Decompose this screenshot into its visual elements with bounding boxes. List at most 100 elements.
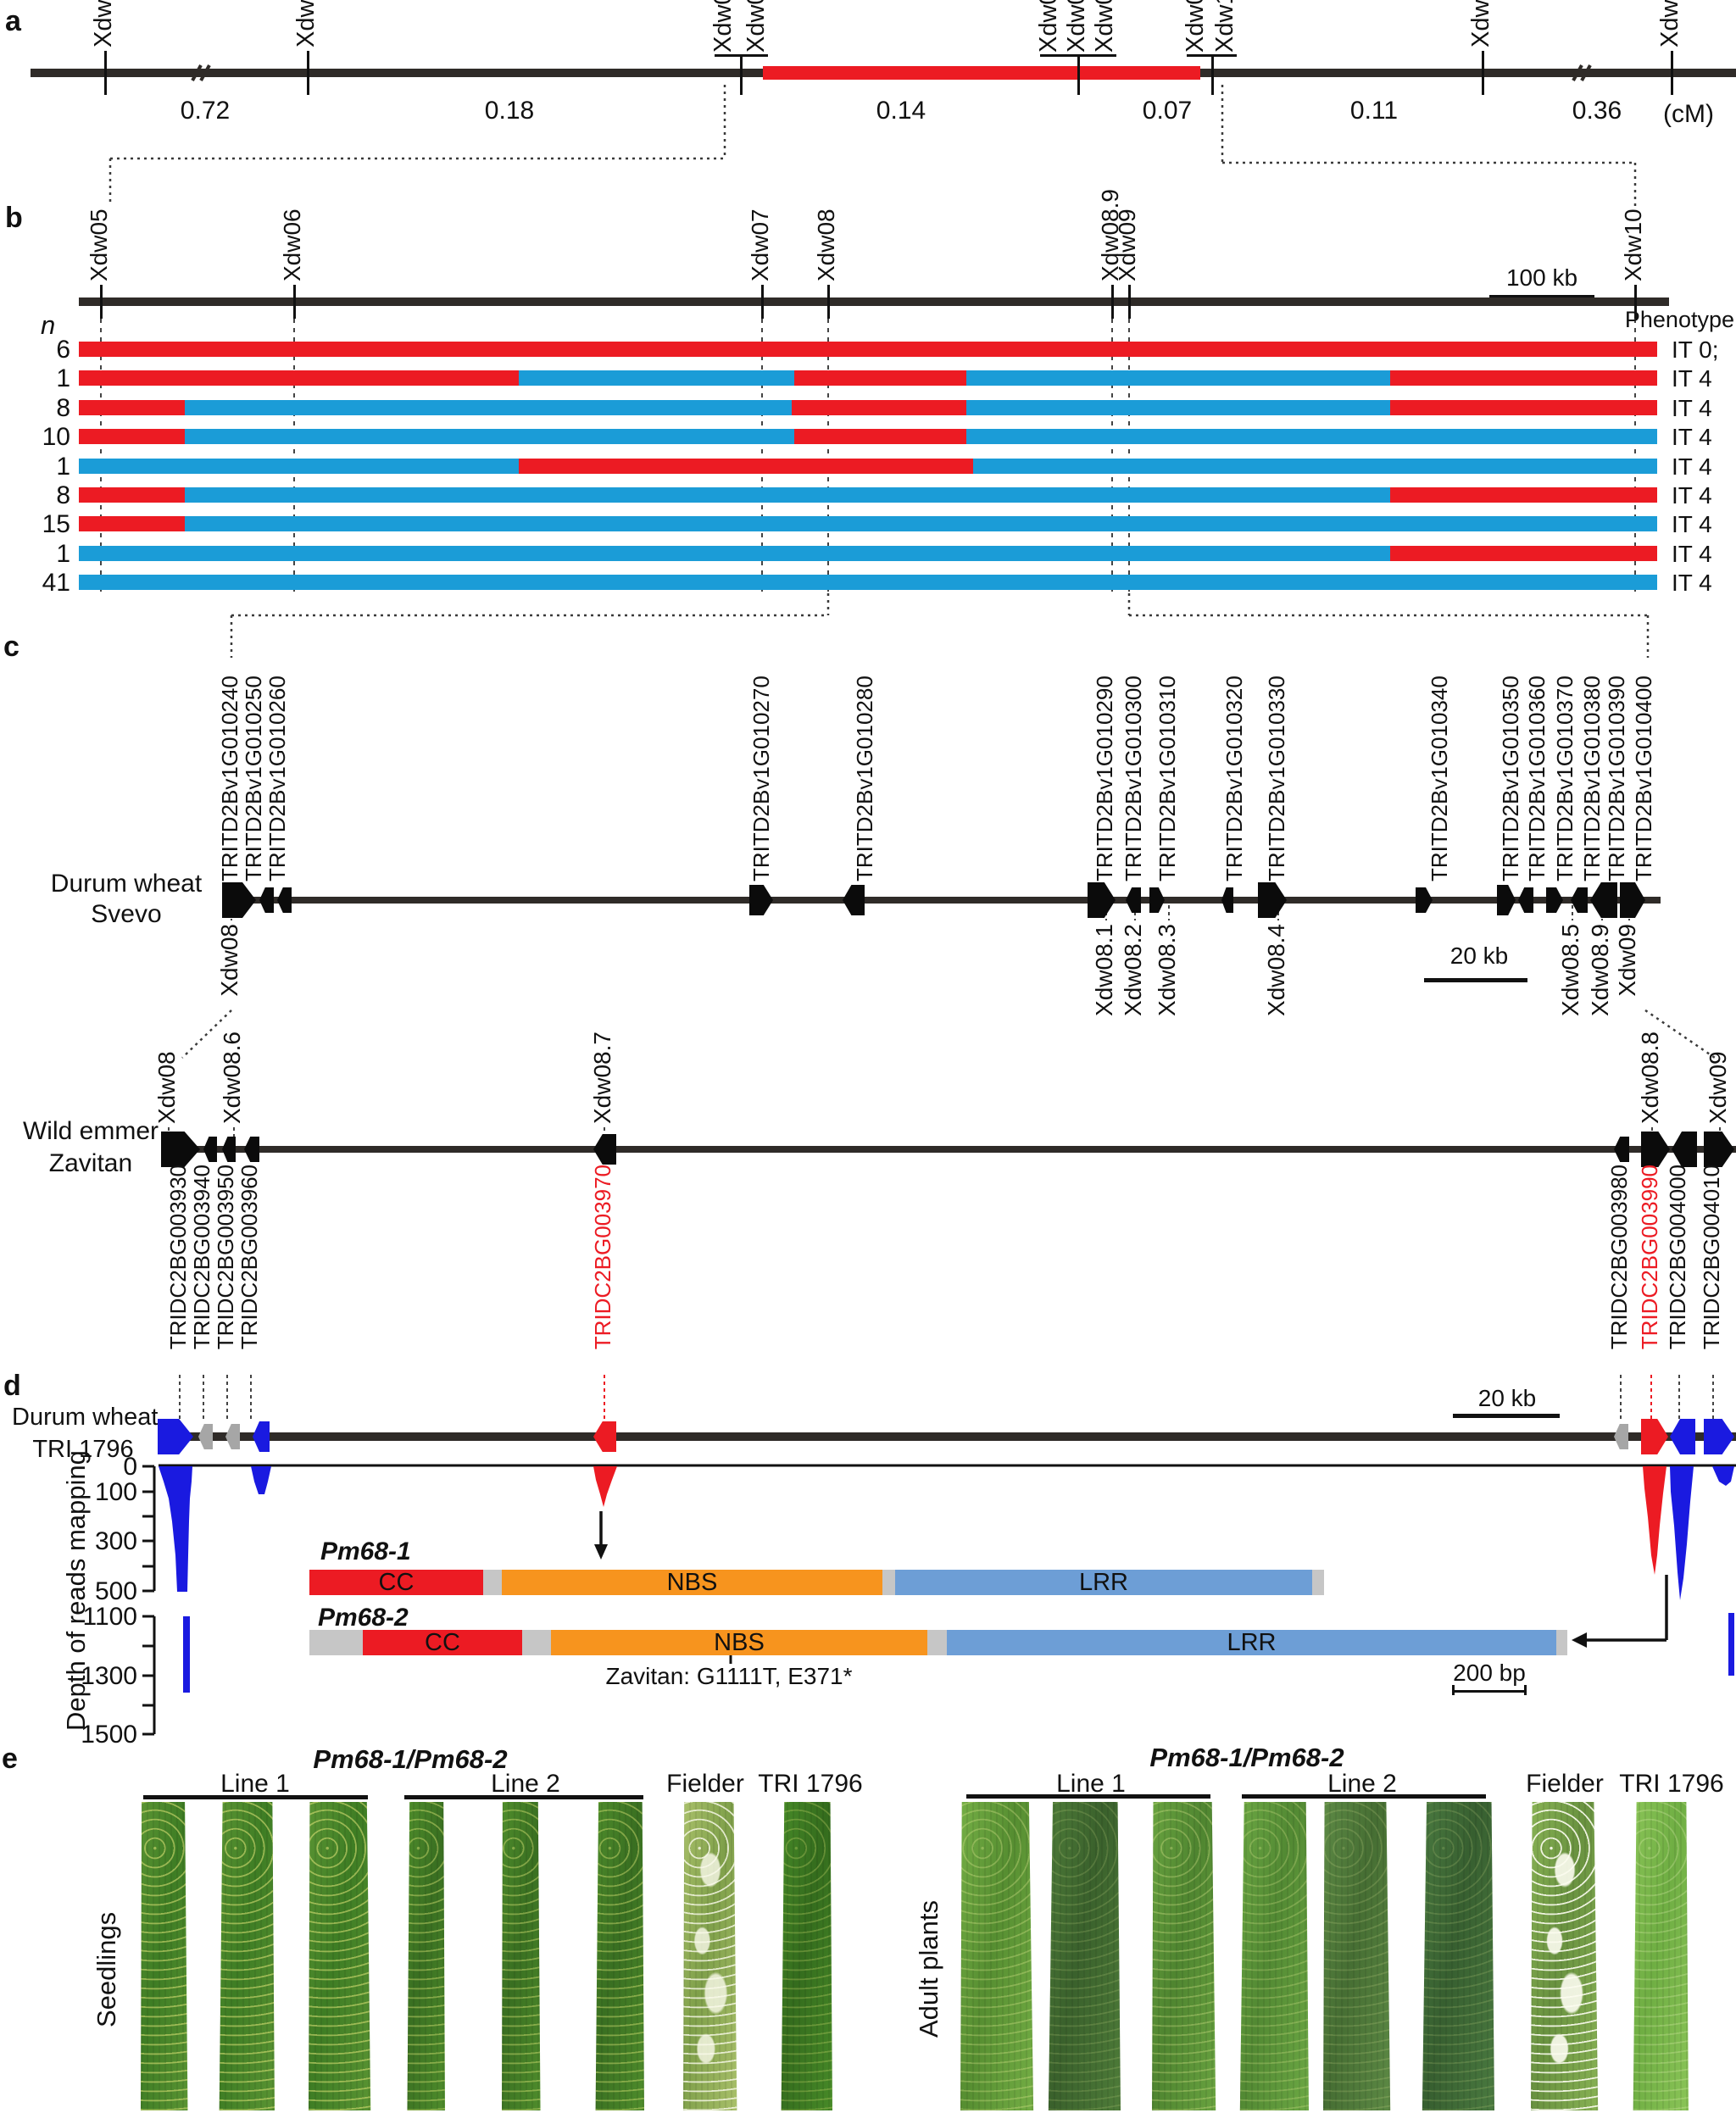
cm-distance-0.14: 0.14 [876, 97, 926, 125]
recombinant-segment [79, 370, 519, 386]
cm-distance-0.72: 0.72 [180, 97, 231, 125]
zavitan-track-line [161, 1146, 1736, 1153]
zavitan-track-label-line2: Zavitan [48, 1149, 133, 1177]
recombinant-segment [792, 399, 966, 415]
scale-bar-100kb-label: 100 kb [1505, 264, 1578, 291]
svevo-gene-label-TRITD2Bv1G010360: TRITD2Bv1G010360 [1524, 676, 1550, 881]
pm68-2-domain-linker [927, 1630, 947, 1655]
svevo-gene-label-TRITD2Bv1G010280: TRITD2Bv1G010280 [852, 676, 878, 881]
b-marker-tick-Xdw09 [1127, 285, 1131, 319]
svevo-marker-label-Xdw09: Xdw09 [1614, 924, 1641, 997]
adult-line2-underline [1242, 1794, 1486, 1799]
adult-leaf-8 [1633, 1802, 1689, 2110]
arrow-to-pm68-2-head [1572, 1632, 1587, 1648]
panel-b-label: b [5, 202, 23, 234]
marker-group-stem-1 [1077, 54, 1080, 95]
b-marker-tick-Xdw05 [99, 285, 103, 319]
adult-line2-label: Line 2 [1327, 1770, 1397, 1798]
tri1796-track-label-line1: Durum wheat [12, 1404, 159, 1431]
adult-leaf-2 [1048, 1802, 1121, 2110]
recombinant-segment [79, 399, 185, 415]
svevo-gene-label-TRITD2Bv1G010330: TRITD2Bv1G010330 [1264, 676, 1290, 881]
marker-label-Xdw08.9: Xdw08.9 [1090, 0, 1118, 53]
row-phenotype-7: IT 4 [1672, 540, 1712, 567]
recombinant-segment [966, 429, 1657, 445]
marker-tick-Xdw03 [103, 51, 107, 95]
marker-label-Xdw09: Xdw09 [1181, 0, 1209, 53]
adult-leaf-6 [1422, 1802, 1494, 2110]
scale-bar-20kb-tri-label: 20 kb [1477, 1385, 1537, 1411]
depth-peak-red-mid [593, 1466, 617, 1507]
zavitan-gene-label-TRIDC2BG003970: TRIDC2BG003970 [590, 1165, 616, 1350]
pm68-1-domain-linker [882, 1570, 895, 1595]
zavitan-marker-label-Xdw08: Xdw08 [153, 1051, 181, 1124]
seedling-leaf-2 [219, 1802, 275, 2110]
recombinant-segment [973, 458, 1657, 474]
recombinant-segment [966, 370, 1390, 386]
marker-label-Xdw07: Xdw07 [1034, 0, 1062, 53]
marker-label-Xdw08: Xdw08 [1062, 0, 1090, 53]
pm68-2-domain-linker [309, 1630, 363, 1655]
panel-e-label: e [2, 1743, 18, 1775]
seedling-leaf-1 [141, 1802, 188, 2110]
recombinant-segment [79, 458, 519, 474]
scale-bar-20kb-tri [1453, 1414, 1560, 1418]
tri1796-gene-glyph-5 [1614, 1424, 1628, 1449]
zavitan-marker-label-Xdw08.6: Xdw08.6 [219, 1031, 246, 1124]
scale-bar-200bp-label: 200 bp [1453, 1660, 1526, 1686]
svevo-gene-label-TRITD2Bv1G010240: TRITD2Bv1G010240 [217, 676, 243, 881]
recombinant-segment [79, 342, 1657, 357]
svevo-gene-glyph-TRITD2Bv1G010310 [1149, 887, 1165, 913]
tri1796-gene-glyph-2 [225, 1424, 240, 1449]
adult-leaf-4 [1239, 1802, 1309, 2110]
svevo-gene-label-TRITD2Bv1G010260: TRITD2Bv1G010260 [264, 676, 291, 881]
recombinant-segment [79, 487, 185, 503]
zavitan-gene-glyph-TRIDC2BG003980 [1614, 1137, 1629, 1162]
svevo-gene-label-TRITD2Bv1G010320: TRITD2Bv1G010320 [1221, 676, 1248, 881]
svevo-track-label-line2: Svevo [91, 900, 162, 928]
svevo-gene-label-TRITD2Bv1G010250: TRITD2Bv1G010250 [241, 676, 267, 881]
connector-svevo-zavitan-right [1644, 1009, 1716, 1059]
adult-line1-label: Line 1 [1056, 1770, 1126, 1798]
row-phenotype-1: IT 4 [1672, 365, 1712, 392]
pm68-1-domain-LRR: LRR [895, 1569, 1312, 1596]
svevo-gene-label-TRITD2Bv1G010370: TRITD2Bv1G010370 [1552, 676, 1578, 881]
connector-svevo-zavitan-left [181, 1009, 232, 1059]
scale-bar-100kb [1489, 295, 1594, 299]
adult-leaf-1 [960, 1802, 1034, 2110]
svevo-gene-glyph-TRITD2Bv1G010340 [1416, 887, 1433, 913]
zavitan-track-label-line1: Wild emmer [22, 1117, 159, 1145]
tri1796-track-label-line2: TRI 1796 [32, 1436, 134, 1463]
pm68-1-domain-CC: CC [309, 1569, 483, 1596]
adult-line1-underline [966, 1794, 1210, 1799]
marker-label-Xdw03: Xdw03 [89, 0, 117, 47]
pm68-1-domain-linker [1312, 1570, 1324, 1595]
panel-d-label: d [3, 1370, 21, 1402]
svevo-marker-label-Xdw08.1: Xdw08.1 [1091, 924, 1118, 1016]
svevo-marker-label-Xdw08.2: Xdw08.2 [1120, 924, 1147, 1016]
zavitan-marker-label-Xdw08.7: Xdw08.7 [589, 1031, 616, 1124]
adult-side-label: Adult plants [914, 1900, 943, 2038]
recombinant-segment [79, 429, 185, 445]
row-n-value-6: 15 [42, 510, 70, 539]
b-marker-label-Xdw06: Xdw06 [279, 209, 306, 281]
depth-peak-blue-far-lower [1728, 1613, 1734, 1676]
row-phenotype-4: IT 4 [1672, 453, 1712, 480]
recombinant-segment [79, 575, 1657, 591]
cm-unit-label: (cM) [1663, 100, 1714, 128]
depth-peak-blue-left-upper [159, 1466, 192, 1592]
adult-leaf-3 [1152, 1802, 1216, 2110]
zavitan-gene-glyph-TRIDC2BG003950 [222, 1137, 236, 1162]
panel-c-label: c [3, 631, 19, 663]
depth-peak-blue-left-lower [183, 1616, 190, 1693]
svevo-gene-label-TRITD2Bv1G010310: TRITD2Bv1G010310 [1155, 676, 1181, 881]
seedling-leaf-4 [407, 1802, 445, 2110]
row-n-value-5: 8 [56, 481, 70, 509]
b-marker-label-Xdw10: Xdw10 [1620, 209, 1647, 281]
svevo-marker-label-Xdw08.3: Xdw08.3 [1154, 924, 1181, 1016]
marker-label-Xdw06: Xdw06 [742, 0, 770, 53]
depth-peak-blue-right [1670, 1466, 1694, 1600]
arrow-to-pm68-1-head [594, 1544, 608, 1560]
cm-distance-0.11: 0.11 [1349, 97, 1399, 125]
svevo-marker-label-Xdw08.4: Xdw08.4 [1263, 924, 1290, 1016]
